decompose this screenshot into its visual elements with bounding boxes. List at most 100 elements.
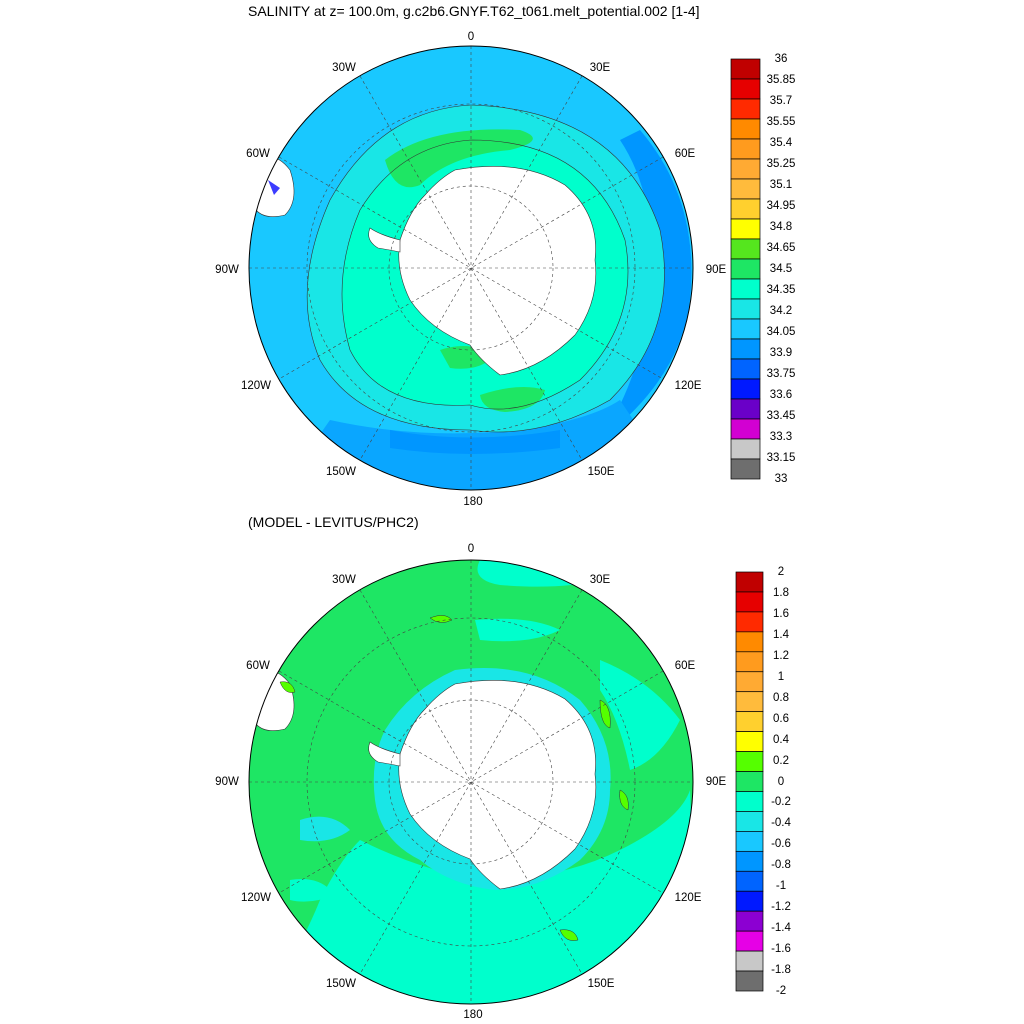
lon-label: 150E (587, 466, 615, 478)
colorbar-tick-label: -0.4 (771, 817, 791, 830)
colorbar-swatch (730, 238, 761, 260)
colorbar-swatch (730, 118, 761, 140)
colorbar-tick-label: 34.95 (766, 200, 796, 212)
colorbar-tick-label: -1.4 (771, 922, 791, 935)
lon-label: 60W (246, 660, 270, 672)
lon-label: 150W (325, 978, 357, 990)
lon-label: 150W (325, 466, 357, 478)
colorbar-tick-label: 36 (774, 53, 788, 65)
colorbar-tick-label: 35.4 (769, 137, 793, 149)
lon-label: 150E (587, 978, 615, 990)
colorbar-swatch (735, 631, 764, 653)
colorbar-tick-label: 33.9 (769, 347, 793, 359)
colorbar-swatch (735, 831, 764, 852)
lon-label: 30W (332, 62, 356, 74)
colorbar-swatch (735, 930, 764, 952)
colorbar-swatch (730, 438, 761, 460)
colorbar-swatch (730, 398, 761, 420)
lon-label: 60E (674, 148, 696, 160)
colorbar-swatch (735, 910, 764, 932)
colorbar-swatch (730, 278, 761, 300)
colorbar-swatch (735, 591, 764, 613)
lon-label: 180 (463, 496, 483, 508)
colorbar-tick-label: 33.3 (769, 431, 793, 443)
lon-label: 90E (705, 776, 727, 788)
colorbar-swatch (735, 890, 764, 912)
colorbar-tick-label: 1.6 (773, 607, 789, 620)
salinity-map (248, 45, 694, 491)
colorbar-swatch (735, 870, 764, 892)
colorbar-tick-label: 34.8 (769, 221, 793, 233)
lon-label: 180 (463, 1009, 483, 1021)
lon-label: 120E (674, 892, 702, 904)
lon-label: 0 (467, 31, 475, 43)
colorbar-tick-label: 33.75 (766, 368, 796, 380)
colorbar-swatch (730, 338, 761, 360)
lon-label: 30E (589, 574, 611, 586)
colorbar-tick-label: 35.85 (766, 74, 796, 86)
colorbar-tick-label: 0 (777, 775, 785, 788)
lon-label: 90W (215, 264, 239, 276)
lon-label: 90E (705, 264, 727, 276)
colorbar-tick-label: 0.6 (773, 712, 789, 725)
colorbar-swatch (735, 771, 764, 792)
colorbar-swatch (730, 458, 761, 480)
colorbar-tick-label: -0.2 (771, 796, 791, 809)
colorbar-swatch (735, 731, 764, 752)
lon-label: 60W (246, 148, 270, 160)
colorbar-swatch (735, 950, 764, 972)
colorbar-tick-label: -1.6 (771, 943, 791, 956)
lon-label: 0 (467, 543, 475, 555)
colorbar-tick-label: 33.45 (766, 410, 796, 422)
colorbar-swatch (730, 58, 761, 80)
colorbar-swatch (730, 358, 761, 380)
colorbar-swatch (730, 198, 761, 220)
colorbar-swatch (735, 611, 764, 633)
lon-label: 30W (332, 574, 356, 586)
colorbar-swatch (730, 138, 761, 160)
colorbar-tick-label: 1 (777, 670, 785, 683)
difference-map (248, 559, 694, 1005)
colorbar-swatch (730, 178, 761, 200)
colorbar-tick-label: 34.35 (766, 284, 796, 296)
colorbar-swatch (735, 850, 764, 872)
colorbar-tick-label: 34.05 (766, 326, 796, 338)
colorbar-tick-label: -1.2 (771, 901, 791, 914)
colorbar-swatch (730, 298, 761, 320)
colorbar-tick-label: 35.1 (769, 179, 793, 191)
colorbar-tick-label: 35.25 (766, 158, 796, 170)
colorbar-swatch (735, 671, 764, 693)
lon-label: 120W (240, 892, 272, 904)
colorbar-swatch (730, 98, 761, 120)
colorbar-tick-label: -1.8 (771, 964, 791, 977)
salinity-colorbar (730, 58, 761, 480)
colorbar-swatch (735, 751, 764, 772)
colorbar-swatch (735, 651, 764, 673)
colorbar-swatch (735, 791, 764, 812)
colorbar-swatch (735, 711, 764, 732)
colorbar-swatch (730, 418, 761, 440)
colorbar-tick-label: -1 (775, 880, 787, 893)
colorbar-swatch (730, 258, 761, 280)
colorbar-tick-label: 33.6 (769, 389, 793, 401)
colorbar-tick-label: 34.5 (769, 263, 793, 275)
lon-label: 30E (589, 62, 611, 74)
lon-label: 120E (674, 380, 702, 392)
colorbar-tick-label: 0.8 (773, 691, 789, 704)
lon-label: 90W (215, 776, 239, 788)
colorbar-tick-label: 34.2 (769, 305, 793, 317)
colorbar-tick-label: 2 (777, 566, 785, 578)
colorbar-swatch (730, 218, 761, 240)
colorbar-swatch (730, 378, 761, 400)
colorbar-swatch (735, 691, 764, 713)
colorbar-swatch (730, 78, 761, 100)
map-title-difference: (MODEL - LEVITUS/PHC2) (248, 514, 419, 530)
colorbar-tick-label: 1.2 (773, 649, 789, 662)
colorbar-tick-label: 35.7 (769, 95, 793, 107)
colorbar-tick-label: 33 (774, 473, 788, 485)
colorbar-tick-label: 0.2 (773, 754, 789, 767)
colorbar-tick-label: 0.4 (773, 733, 789, 746)
colorbar-tick-label: 33.15 (766, 452, 796, 464)
colorbar-tick-label: 1.4 (773, 628, 789, 641)
